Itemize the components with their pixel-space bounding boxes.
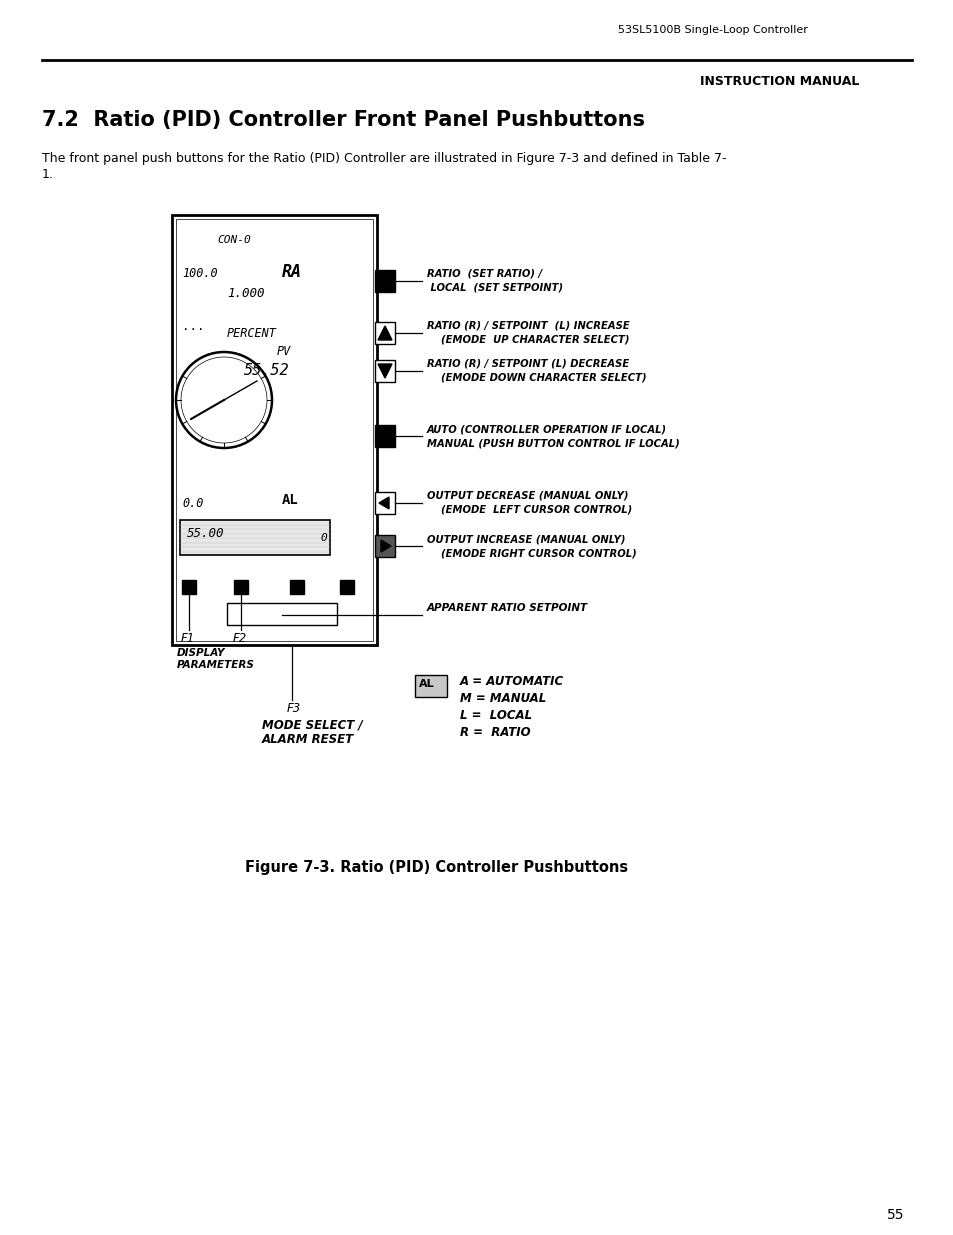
- Polygon shape: [380, 540, 391, 552]
- Text: 55.00: 55.00: [187, 527, 224, 540]
- Text: 1.: 1.: [42, 168, 53, 182]
- Text: A = AUTOMATIC: A = AUTOMATIC: [459, 676, 563, 688]
- Bar: [233, 580, 248, 594]
- Text: AL: AL: [418, 679, 435, 689]
- Text: INSTRUCTION MANUAL: INSTRUCTION MANUAL: [700, 75, 859, 88]
- Bar: [415, 676, 447, 697]
- Text: MANUAL (PUSH BUTTON CONTROL IF LOCAL): MANUAL (PUSH BUTTON CONTROL IF LOCAL): [427, 438, 679, 448]
- Text: OUTPUT DECREASE (MANUAL ONLY): OUTPUT DECREASE (MANUAL ONLY): [427, 492, 628, 501]
- Text: APPARENT RATIO SETPOINT: APPARENT RATIO SETPOINT: [427, 603, 587, 613]
- Bar: [375, 322, 395, 345]
- Text: R =  RATIO: R = RATIO: [459, 726, 530, 739]
- Bar: [175, 219, 373, 641]
- Text: AL: AL: [282, 493, 298, 508]
- Text: OUTPUT INCREASE (MANUAL ONLY): OUTPUT INCREASE (MANUAL ONLY): [427, 534, 625, 543]
- Bar: [375, 535, 395, 557]
- Text: ...: ...: [182, 320, 204, 333]
- Text: 100.0: 100.0: [182, 267, 217, 280]
- Text: RATIO  (SET RATIO) /: RATIO (SET RATIO) /: [427, 269, 541, 279]
- Polygon shape: [377, 364, 392, 378]
- Text: 55.52: 55.52: [244, 363, 290, 378]
- Bar: [375, 425, 395, 447]
- Bar: [375, 492, 395, 514]
- Text: M = MANUAL: M = MANUAL: [459, 692, 546, 705]
- Text: L =  LOCAL: L = LOCAL: [459, 709, 532, 722]
- Text: RATIO (R) / SETPOINT  (L) INCREASE: RATIO (R) / SETPOINT (L) INCREASE: [427, 321, 629, 331]
- Polygon shape: [378, 496, 389, 509]
- Bar: [172, 215, 376, 645]
- Text: MODE SELECT /
ALARM RESET: MODE SELECT / ALARM RESET: [262, 718, 362, 746]
- Text: The front panel push buttons for the Ratio (PID) Controller are illustrated in F: The front panel push buttons for the Rat…: [42, 152, 726, 165]
- Text: Figure 7-3. Ratio (PID) Controller Pushbuttons: Figure 7-3. Ratio (PID) Controller Pushb…: [245, 860, 627, 876]
- Text: 1.000: 1.000: [227, 287, 264, 300]
- Bar: [180, 520, 330, 555]
- Text: (EMODE  UP CHARACTER SELECT): (EMODE UP CHARACTER SELECT): [427, 335, 629, 345]
- Text: 7.2  Ratio (PID) Controller Front Panel Pushbuttons: 7.2 Ratio (PID) Controller Front Panel P…: [42, 110, 644, 130]
- Bar: [182, 580, 195, 594]
- Text: 55: 55: [886, 1208, 903, 1221]
- Polygon shape: [377, 326, 392, 340]
- Text: LOCAL  (SET SETPOINT): LOCAL (SET SETPOINT): [427, 283, 562, 293]
- Text: 0: 0: [319, 534, 327, 543]
- Bar: [227, 603, 336, 625]
- Bar: [339, 580, 354, 594]
- Bar: [375, 270, 395, 291]
- Text: 53SL5100B Single-Loop Controller: 53SL5100B Single-Loop Controller: [618, 25, 807, 35]
- Text: F2: F2: [233, 632, 247, 645]
- Bar: [290, 580, 304, 594]
- Text: (EMODE DOWN CHARACTER SELECT): (EMODE DOWN CHARACTER SELECT): [427, 373, 646, 383]
- Text: RATIO (R) / SETPOINT (L) DECREASE: RATIO (R) / SETPOINT (L) DECREASE: [427, 359, 629, 369]
- Text: CON-0: CON-0: [216, 235, 251, 245]
- Text: 0.0: 0.0: [182, 496, 203, 510]
- Text: DISPLAY
PARAMETERS: DISPLAY PARAMETERS: [177, 648, 254, 669]
- Bar: [375, 359, 395, 382]
- Text: F3: F3: [287, 701, 301, 715]
- Text: RA: RA: [282, 263, 302, 282]
- Text: AUTO (CONTROLLER OPERATION IF LOCAL): AUTO (CONTROLLER OPERATION IF LOCAL): [427, 424, 666, 433]
- Text: (EMODE  LEFT CURSOR CONTROL): (EMODE LEFT CURSOR CONTROL): [427, 505, 632, 515]
- Text: PV: PV: [276, 345, 291, 358]
- Text: F1: F1: [181, 632, 195, 645]
- Text: PERCENT: PERCENT: [227, 327, 276, 340]
- Text: (EMODE RIGHT CURSOR CONTROL): (EMODE RIGHT CURSOR CONTROL): [427, 548, 636, 558]
